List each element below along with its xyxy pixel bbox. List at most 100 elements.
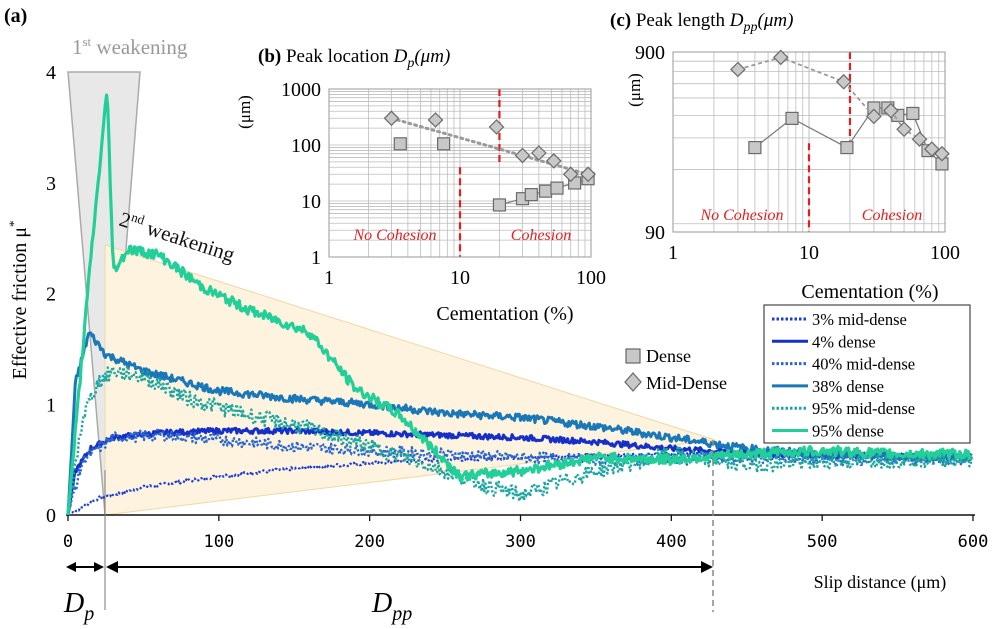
inset-b-ticks: 1 10 100 1 10 100 1000 <box>281 79 606 289</box>
inset-x-tick-label: 100 <box>930 242 960 264</box>
legend-label-0: 3% mid-dense <box>812 310 907 329</box>
inset-x-tick-label: 1 <box>324 267 334 289</box>
inset-c-ylabel: (μm) <box>625 73 644 107</box>
middense-point <box>835 73 852 90</box>
dpp-arrowhead-right <box>701 561 713 573</box>
x-tick-label: 0 <box>63 532 73 552</box>
y-tick-label: 0 <box>46 505 56 527</box>
series-legend-box <box>763 304 971 444</box>
inset-y-tick-label: 1000 <box>281 79 321 101</box>
legend-label-1: 4% dense <box>812 332 876 351</box>
middense-point <box>427 112 444 128</box>
x-tick-label: 300 <box>505 532 536 552</box>
middense-marker-label: Mid-Dense <box>646 373 727 393</box>
dense-point <box>437 137 451 151</box>
dense-point <box>524 188 538 202</box>
dense-point <box>538 184 553 198</box>
inset-y-tick-label: 1 <box>311 247 321 269</box>
middense-point <box>866 108 882 125</box>
x-tick-label: 200 <box>354 532 385 552</box>
inset-c-nocohesion: No Cohesion <box>699 207 783 224</box>
inset-b-xlabel: Cementation (%) <box>436 303 573 325</box>
dpp-label: Dpp <box>371 588 412 625</box>
dp-label: Dp <box>63 588 94 625</box>
middense-point <box>911 131 928 148</box>
x-axis-label: Slip distance (μm) <box>814 572 947 593</box>
middense-point <box>545 153 562 169</box>
dense-marker-swatch <box>625 348 641 364</box>
legend-label-5: 95% dense <box>812 422 884 441</box>
series-legend: 3% mid-dense 4% dense 40% mid-dense 38% den… <box>763 304 971 444</box>
legend-label-4: 95% mid-dense <box>812 399 915 418</box>
middense-point <box>934 145 950 162</box>
main-ticks: 0 100 200 300 400 500 600 0 1 2 3 4 <box>46 62 988 552</box>
series-line-5 <box>66 93 973 516</box>
dense-point <box>840 140 854 155</box>
inset-x-tick-label: 10 <box>799 242 819 264</box>
y-tick-label: 2 <box>46 284 56 306</box>
inset-x-tick-label: 100 <box>576 267 606 289</box>
middense-point <box>580 166 596 183</box>
middense-point <box>562 166 579 183</box>
x-tick-label: 500 <box>807 532 838 552</box>
middense-marker-swatch <box>624 372 642 392</box>
inset-x-tick-label: 10 <box>450 267 470 289</box>
inset-b-nocohesion: No Cohesion <box>352 227 436 244</box>
inset-b-grid <box>328 88 592 258</box>
main-series-group <box>66 93 973 516</box>
y-tick-label: 4 <box>46 62 56 84</box>
inset-c-title: (c) Peak length Dpp(μm) <box>610 10 793 35</box>
y-axis-label: Effective friction μ* <box>6 220 31 379</box>
inset-c-cohesion: Cohesion <box>862 207 922 224</box>
inset-x-tick-label: 1 <box>668 242 678 264</box>
inset-b-series <box>383 110 596 212</box>
dense-point <box>393 137 407 151</box>
legend-label-3: 38% dense <box>812 377 884 396</box>
x-tick-label: 600 <box>958 532 989 552</box>
dp-dpp-markers: Dp Dpp <box>63 440 714 625</box>
y-tick-label: 3 <box>46 173 56 195</box>
weakening2-region <box>104 244 716 516</box>
dense-marker-label: Dense <box>646 346 691 366</box>
dense-point <box>906 106 920 121</box>
inset-y-tick-label: 90 <box>645 222 665 244</box>
inset-c-grid <box>672 51 946 233</box>
dense-point <box>492 198 507 212</box>
inset-b: 1 10 100 1 10 100 1000 (b) Peak location Dp(μm… <box>235 46 606 325</box>
middense-point <box>488 119 505 135</box>
legend-items: 3% mid-dense 4% dense 40% mid-dense 38% den… <box>772 310 915 441</box>
dp-arrowhead-right <box>94 562 104 572</box>
middense-point <box>514 147 531 164</box>
y-tick-label: 1 <box>46 394 56 416</box>
middense-point <box>730 61 746 78</box>
inset-y-tick-label: 100 <box>291 135 321 157</box>
inset-b-title: (b) Peak location Dp(μm) <box>258 46 450 71</box>
marker-legend: Dense Mid-Dense <box>624 346 727 393</box>
weakening1-label: 1st weakening <box>72 34 188 59</box>
middense-point <box>896 121 912 138</box>
legend-label-2: 40% mid-dense <box>812 355 915 374</box>
inset-c-frame <box>672 51 946 233</box>
dense-point <box>785 111 799 125</box>
inset-c-series <box>730 49 950 171</box>
middense-point <box>772 49 789 66</box>
series-line-4 <box>66 365 973 516</box>
inset-c-xlabel: Cementation (%) <box>801 281 938 303</box>
x-tick-label: 400 <box>656 532 687 552</box>
dense-point <box>748 140 762 155</box>
dpp-arrowhead-left <box>106 561 118 573</box>
inset-y-tick-label: 10 <box>301 191 321 213</box>
dense-point <box>550 181 564 195</box>
panel-a-label: (a) <box>4 5 27 27</box>
middense-point <box>383 110 400 127</box>
x-tick-label: 100 <box>203 532 234 552</box>
inset-b-ylabel: (μm) <box>235 95 254 129</box>
middense-point <box>883 102 899 119</box>
inset-y-tick-label: 900 <box>635 42 665 64</box>
dp-arrowhead-left <box>66 562 76 572</box>
inset-b-cohesion: Cohesion <box>511 227 571 244</box>
